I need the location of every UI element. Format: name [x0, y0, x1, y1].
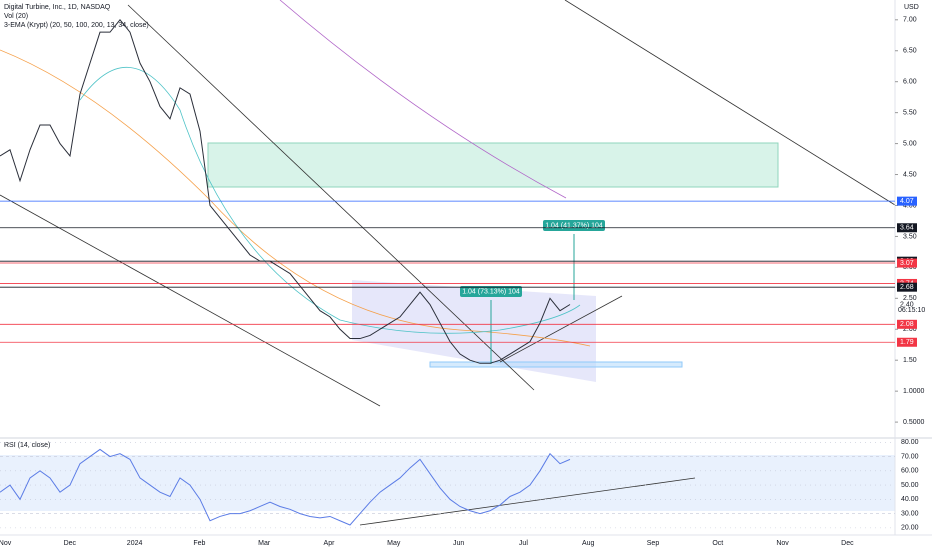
x-tick-label: Nov	[0, 540, 12, 547]
level-label-box	[897, 337, 917, 347]
level-label-box	[897, 282, 917, 292]
level-label-box	[897, 223, 917, 233]
y-tick-label: 6.50	[903, 48, 917, 55]
level-label-box	[897, 196, 917, 206]
y-tick-label: 0.5000	[903, 419, 925, 426]
annotation-box	[543, 220, 605, 231]
x-tick-label: Nov	[776, 540, 789, 547]
x-tick-label: Jun	[453, 540, 464, 547]
x-tick-label: Mar	[258, 540, 271, 547]
rsi-tick-label: 70.00	[901, 453, 919, 460]
volume-label: Vol (20)	[4, 13, 28, 20]
x-tick-label: Feb	[193, 540, 205, 547]
y-tick-label: 7.00	[903, 17, 917, 24]
x-tick-label: Sep	[647, 540, 660, 547]
level-label-box	[897, 258, 917, 268]
rsi-title: RSI (14, close)	[4, 442, 50, 449]
level-label: 2.08	[900, 321, 914, 328]
annotation-box	[460, 286, 522, 297]
level-label: 2.68	[900, 284, 914, 291]
rsi-tick-label: 30.00	[901, 510, 919, 517]
rsi-trend-line	[359, 477, 696, 526]
level-label-box	[897, 319, 917, 329]
y-tick-label: 1.50	[903, 357, 917, 364]
currency: USD	[904, 4, 919, 11]
x-tick-label: May	[387, 540, 401, 547]
level-label: 4.07	[900, 198, 914, 205]
price-line	[0, 19, 571, 364]
x-tick-label: Aug	[582, 540, 595, 547]
y-tick-label: 3.00	[903, 264, 917, 271]
x-tick-label: Dec	[64, 540, 77, 547]
y-tick-label: 5.50	[903, 109, 917, 116]
ema-200	[279, 0, 567, 199]
y-tick-label: 6.00	[903, 79, 917, 86]
x-tick-label: Jul	[519, 540, 528, 547]
rsi-tick-label: 60.00	[901, 468, 919, 475]
rsi-tick-label: 20.00	[901, 525, 919, 532]
ema-20	[79, 66, 581, 334]
y-tick-label: 2.50	[903, 295, 917, 302]
zone	[207, 142, 779, 188]
rsi-tick-label: 40.00	[901, 496, 919, 503]
x-tick-label: Apr	[324, 540, 336, 547]
trend-line	[127, 4, 535, 391]
countdown: 06:15:10	[898, 307, 925, 314]
y-tick-label: 1.0000	[903, 388, 925, 395]
rsi-line	[0, 448, 571, 526]
level-label: 1.79	[900, 339, 914, 346]
trend-line	[564, 0, 896, 206]
y-tick-label: 3.50	[903, 233, 917, 240]
trend-line	[499, 295, 623, 363]
y-tick-label: 5.00	[903, 140, 917, 147]
y-tick-label: 2.00	[903, 326, 917, 333]
level-label: 3.07	[900, 260, 914, 267]
last-price: 2.40	[900, 301, 914, 308]
zone-small	[429, 361, 683, 368]
ema-50	[0, 49, 591, 347]
trend-line	[0, 194, 381, 407]
annotation: 1.04 (41.37%) 104	[545, 222, 603, 229]
y-tick-label: 4.00	[903, 202, 917, 209]
rsi-tick-label: 50.00	[901, 482, 919, 489]
x-tick-label: Oct	[712, 540, 723, 547]
rsi-band	[0, 455, 895, 511]
chart-title: Digital Turbine, Inc., 1D, NASDAQ	[4, 4, 111, 11]
level-label: 3.64	[900, 225, 914, 232]
indicator-label: 3-EMA (Krypt) (20, 50, 100, 200, 13, 34,…	[4, 22, 149, 29]
annotation: 1.04 (73.13%) 104	[462, 288, 520, 295]
y-tick-label: 4.50	[903, 171, 917, 178]
rsi-tick-label: 80.00	[901, 439, 919, 446]
x-tick-label: Dec	[841, 540, 854, 547]
x-tick-label: 2024	[127, 540, 143, 547]
